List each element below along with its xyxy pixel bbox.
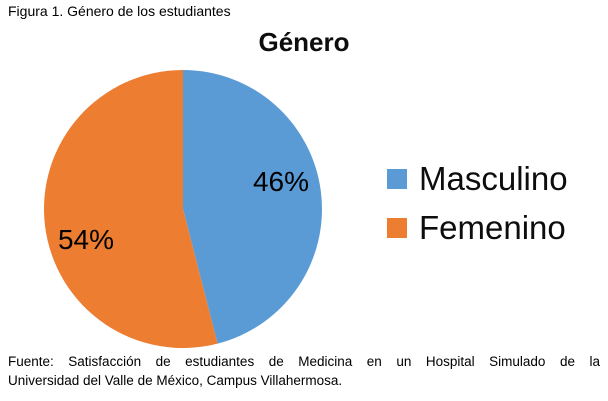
chart-title: Género	[258, 27, 350, 57]
figure-caption: Figura 1. Género de los estudiantes	[8, 3, 231, 19]
source-line-2: Universidad del Valle de México, Campus …	[8, 372, 343, 388]
legend-swatch-femenino	[387, 217, 407, 238]
data-label-femenino: 54%	[57, 224, 115, 255]
legend-item-femenino: Femenino	[387, 209, 568, 246]
legend-label-masculino: Masculino	[419, 160, 568, 197]
pie-slice-femenino	[44, 70, 218, 348]
legend-swatch-masculino	[387, 168, 407, 189]
source-text: Fuente: Satisfacción de estudiantes de M…	[8, 353, 600, 390]
legend-item-masculino: Masculino	[387, 160, 568, 197]
legend-label-femenino: Femenino	[419, 209, 566, 246]
data-label-masculino: 46%	[252, 166, 310, 197]
pie-slice-masculino	[183, 70, 322, 344]
pie-svg	[44, 70, 322, 348]
source-line-1: Fuente: Satisfacción de estudiantes de M…	[8, 354, 600, 369]
legend: Masculino Femenino	[387, 160, 568, 258]
